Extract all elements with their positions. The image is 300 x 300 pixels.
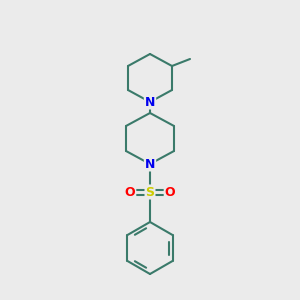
- Text: N: N: [145, 158, 155, 170]
- Text: O: O: [125, 185, 135, 199]
- Text: O: O: [165, 185, 175, 199]
- Text: N: N: [145, 95, 155, 109]
- Text: S: S: [146, 185, 154, 199]
